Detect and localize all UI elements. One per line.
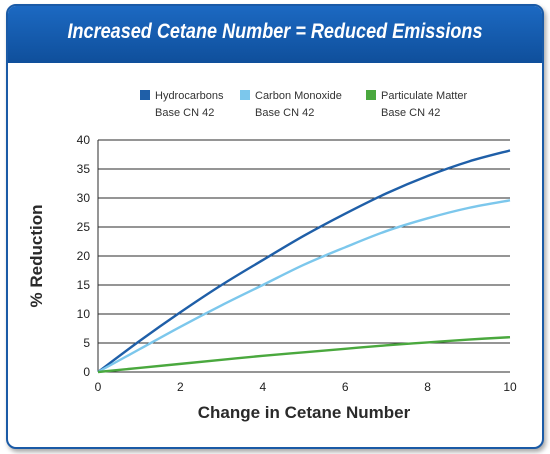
legend-label-particulate-matter: Particulate Matter <box>381 90 468 102</box>
legend-sublabel-carbon-monoxide: Base CN 42 <box>255 107 314 119</box>
x-axis-title: Change in Cetane Number <box>198 403 411 422</box>
y-tick-label: 0 <box>83 365 90 379</box>
x-tick-label: 6 <box>342 380 349 394</box>
y-tick-label: 30 <box>77 191 91 205</box>
y-tick-label: 40 <box>77 133 91 147</box>
legend-sublabel-hydrocarbons: Base CN 42 <box>155 107 214 119</box>
y-tick-label: 25 <box>77 220 91 234</box>
x-tick-label: 8 <box>424 380 431 394</box>
x-tick-label: 10 <box>503 380 517 394</box>
legend-label-carbon-monoxide: Carbon Monoxide <box>255 90 342 102</box>
y-axis-title: % Reduction <box>27 205 46 308</box>
series-line-carbon-monoxide <box>97 199 511 374</box>
y-tick-label: 10 <box>77 307 91 321</box>
chart-title: Increased Cetane Number = Reduced Emissi… <box>67 20 483 43</box>
y-tick-label: 5 <box>83 336 90 350</box>
legend-swatch-hydrocarbons <box>140 90 150 100</box>
title-banner: Increased Cetane Number = Reduced Emissi… <box>8 6 542 63</box>
legend-swatch-carbon-monoxide <box>240 90 250 100</box>
x-tick-label: 4 <box>259 380 266 394</box>
series-line-particulate-matter <box>97 336 511 374</box>
y-tick-label: 35 <box>77 162 91 176</box>
x-tick-label: 2 <box>177 380 184 394</box>
x-tick-label: 0 <box>95 380 102 394</box>
legend-swatch-particulate-matter <box>366 90 376 100</box>
y-tick-label: 20 <box>77 249 91 263</box>
y-tick-label: 15 <box>77 278 91 292</box>
legend-label-hydrocarbons: Hydrocarbons <box>155 90 224 102</box>
series-line-hydrocarbons <box>97 149 511 373</box>
legend-sublabel-particulate-matter: Base CN 42 <box>381 107 440 119</box>
